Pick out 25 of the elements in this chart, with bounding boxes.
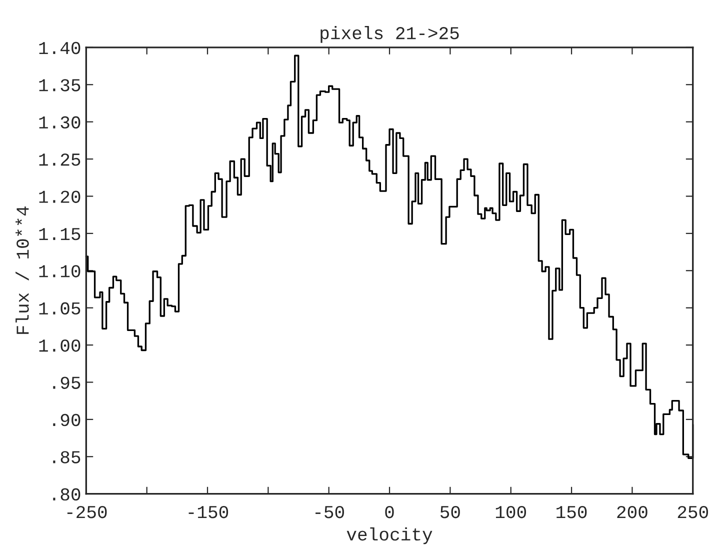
y-tick-label: 1.15 bbox=[39, 228, 80, 240]
chart-title: pixels 21->25 bbox=[320, 26, 459, 43]
y-tick-label: .95 bbox=[53, 376, 80, 389]
y-tick-label: 1.25 bbox=[39, 153, 80, 166]
y-tick-label: .85 bbox=[53, 451, 80, 464]
x-tick-label: 100 bbox=[496, 506, 526, 518]
y-tick-label: .90 bbox=[53, 414, 80, 426]
y-tick-label: 1.40 bbox=[39, 42, 80, 54]
x-tick-label: 50 bbox=[440, 506, 460, 518]
x-axis-title: velocity bbox=[346, 527, 432, 544]
y-tick-label: .80 bbox=[53, 488, 80, 501]
y-tick-label: 1.35 bbox=[39, 79, 80, 92]
x-tick-label: 250 bbox=[678, 506, 708, 518]
x-tick-label: -250 bbox=[67, 506, 107, 518]
x-tick-label: 150 bbox=[556, 506, 587, 518]
y-tick-label: 1.20 bbox=[39, 190, 80, 203]
y-tick-label: 1.30 bbox=[39, 116, 80, 129]
y-axis-title: Flux / 10**4 bbox=[16, 206, 29, 334]
y-tick-label: 1.10 bbox=[39, 265, 80, 278]
x-tick-label: 200 bbox=[617, 506, 648, 518]
y-tick-label: 1.00 bbox=[39, 339, 80, 352]
x-tick-label: -50 bbox=[316, 506, 344, 518]
y-tick-label: 1.05 bbox=[39, 302, 80, 315]
x-tick-label: -150 bbox=[188, 506, 228, 518]
x-tick-label: 0 bbox=[385, 506, 394, 518]
